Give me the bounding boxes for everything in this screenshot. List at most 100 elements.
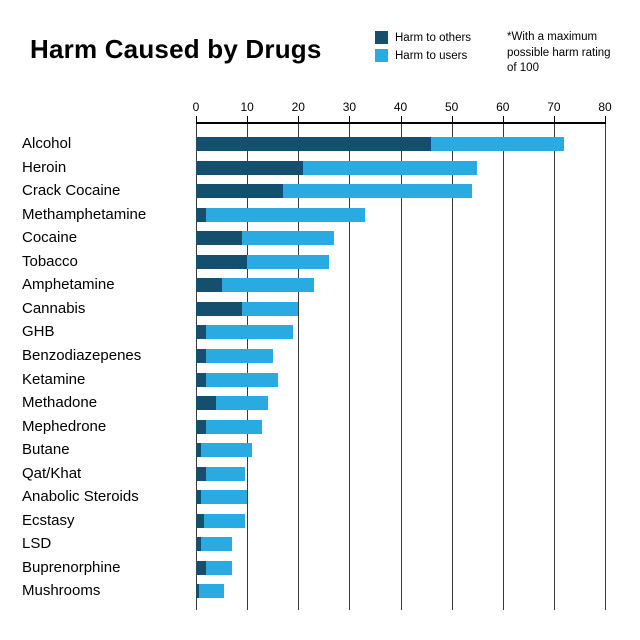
gridline [502, 122, 504, 610]
category-label: Buprenorphine [22, 558, 121, 576]
bar-segment-harm-to-others [196, 325, 207, 340]
bar-row [196, 466, 245, 481]
category-label: Mephedrone [22, 417, 107, 435]
bar-segment-harm-to-others [196, 301, 242, 316]
bar-segment-harm-to-users [206, 348, 273, 363]
bar-segment-harm-to-users [431, 137, 565, 151]
bar-row [196, 160, 478, 175]
bar-row [196, 184, 473, 199]
x-tick-mark [451, 116, 453, 122]
gridline [400, 122, 402, 610]
category-label: Cannabis [22, 299, 86, 317]
category-label: Butane [22, 441, 70, 459]
bar-row [196, 372, 278, 387]
bar-segment-harm-to-others [196, 254, 248, 269]
x-tick-label: 80 [598, 100, 612, 114]
bar-row [196, 537, 232, 552]
bar-segment-harm-to-users [203, 513, 245, 528]
bar-segment-harm-to-others [196, 419, 207, 434]
bar-row [196, 278, 314, 293]
bar-segment-harm-to-users [216, 396, 268, 411]
bar-segment-harm-to-users [206, 419, 263, 434]
category-label: Amphetamine [22, 276, 115, 294]
bar-segment-harm-to-others [196, 490, 202, 505]
bar-segment-harm-to-users [206, 325, 294, 340]
legend-item: Harm to others [375, 31, 471, 44]
bar-segment-harm-to-others [196, 160, 304, 175]
gridline [553, 122, 555, 610]
footnote: *With a maximum possible harm rating of … [507, 31, 611, 75]
bar-row [196, 490, 248, 505]
category-label: Mushrooms [22, 582, 101, 600]
bar-segment-harm-to-others [196, 184, 283, 199]
category-label: Anabolic Steroids [22, 488, 139, 506]
bar-segment-harm-to-users [247, 254, 329, 269]
bar-segment-harm-to-users [206, 372, 278, 387]
category-label: Heroin [22, 158, 67, 176]
x-tick-label: 20 [291, 100, 305, 114]
x-tick-label: 40 [393, 100, 408, 114]
bar-segment-harm-to-users [221, 278, 314, 293]
bar-row [196, 584, 225, 599]
bar-row [196, 137, 565, 151]
category-label: Ecstasy [22, 511, 75, 529]
legend-item: Harm to users [375, 49, 471, 62]
category-label: Ketamine [22, 370, 86, 388]
category-label: LSD [22, 535, 52, 553]
x-tick-label: 30 [342, 100, 357, 114]
legend-label: Harm to users [395, 49, 468, 62]
bar-row [196, 301, 299, 316]
category-label: Cocaine [22, 229, 78, 247]
bar-row [196, 207, 365, 222]
bar-segment-harm-to-users [201, 443, 253, 458]
gridline [451, 122, 453, 610]
x-tick-label: 0 [192, 100, 200, 114]
bar-row [196, 560, 232, 575]
x-tick-label: 10 [240, 100, 254, 114]
category-label: Methadone [22, 394, 98, 412]
gridline [349, 122, 351, 610]
bar-row [196, 348, 273, 363]
gridline [605, 122, 606, 610]
x-tick-label: 70 [547, 100, 561, 114]
bar-segment-harm-to-users [198, 584, 225, 599]
category-label: Methamphetamine [22, 205, 147, 223]
category-label: GHB [22, 323, 55, 341]
gridline [196, 122, 197, 610]
bar-segment-harm-to-users [303, 160, 478, 175]
bar-row [196, 513, 245, 528]
bar-row [196, 325, 294, 340]
category-label: Crack Cocaine [22, 182, 121, 200]
legend: Harm to others Harm to users [375, 31, 471, 62]
bar-segment-harm-to-others [196, 278, 222, 293]
category-label: Benzodiazepenes [22, 346, 142, 364]
gridline [298, 122, 300, 610]
bar-segment-harm-to-others [196, 537, 202, 552]
bar-segment-harm-to-others [196, 137, 432, 151]
x-tick-mark [502, 116, 504, 122]
bar-row [196, 419, 263, 434]
x-tick-label: 60 [496, 100, 510, 114]
bar-segment-harm-to-others [196, 396, 217, 411]
bar-segment-harm-to-others [196, 560, 207, 575]
bar-segment-harm-to-users [242, 301, 299, 316]
bar-row [196, 396, 268, 411]
category-label: Alcohol [22, 135, 72, 152]
bar-segment-harm-to-users [282, 184, 473, 199]
x-tick-mark [605, 116, 606, 122]
bar-segment-harm-to-others [196, 207, 207, 222]
bar-row [196, 443, 253, 458]
bar-segment-harm-to-others [196, 513, 204, 528]
bar-segment-harm-to-others [196, 372, 207, 387]
bar-segment-harm-to-users [206, 560, 232, 575]
bar-segment-harm-to-others [196, 584, 199, 599]
legend-swatch [375, 49, 388, 62]
bar-segment-harm-to-users [206, 207, 365, 222]
bar-segment-harm-to-users [242, 231, 335, 246]
bar-row [196, 231, 335, 246]
legend-label: Harm to others [395, 31, 472, 44]
x-tick-mark [553, 116, 555, 122]
legend-swatch [375, 31, 388, 44]
bar-segment-harm-to-users [206, 466, 245, 481]
bar-segment-harm-to-others [196, 231, 242, 246]
